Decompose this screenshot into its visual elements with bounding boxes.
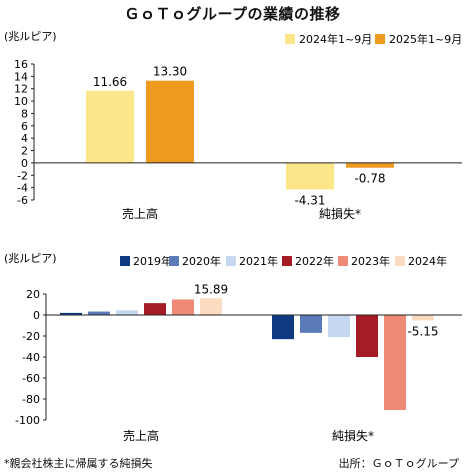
y-tick-label: 0 [21, 157, 28, 170]
legend-label: 2025年1~9月 [389, 32, 462, 46]
footnote: *親会社株主に帰属する純損失 [4, 457, 153, 470]
y-tick-label: 4 [21, 132, 28, 145]
legend-label: 2023年 [351, 254, 390, 268]
legend-swatch [120, 256, 130, 266]
category-label: 純損失* [332, 428, 374, 443]
bar [272, 315, 294, 340]
category-label: 純損失* [319, 206, 361, 221]
chart-title: ＧｏＴｏグループの業績の推移 [124, 5, 341, 23]
data-label: -4.31 [294, 194, 325, 208]
y-tick-label: -2 [17, 169, 28, 182]
bar [328, 315, 350, 338]
bar [86, 90, 134, 163]
legend-swatch [395, 256, 405, 266]
y-tick-label: 14 [14, 70, 28, 83]
legend-swatch [338, 256, 348, 266]
y-tick-label: 2 [21, 145, 28, 158]
y-tick-label: -40 [22, 351, 40, 364]
bar [172, 299, 194, 315]
legend-swatch [282, 256, 292, 266]
y-tick-label: 12 [14, 83, 28, 96]
category-label: 売上高 [122, 206, 158, 221]
y-tick-label: -6 [17, 194, 28, 207]
legend-label: 2020年 [182, 254, 221, 268]
chart-2: (兆ルピア) 20 0 -20 -40 -60 -80 -100 2019年 2020年 2021年… [4, 252, 462, 443]
bar [146, 80, 194, 163]
y-tick-label: 8 [21, 107, 28, 120]
legend-swatch [285, 34, 295, 44]
legend-swatch [169, 256, 179, 266]
legend-label: 2019年 [133, 254, 172, 268]
y-tick-label: 20 [26, 288, 40, 301]
y-tick-label: 0 [33, 309, 40, 322]
bar [88, 311, 110, 315]
y-tick-label: 6 [21, 120, 28, 133]
y-axis-unit: (兆ルピア) [4, 30, 57, 43]
data-label: 13.30 [153, 65, 187, 79]
data-label: -0.78 [354, 172, 385, 186]
y-axis-unit: (兆ルピア) [4, 252, 57, 265]
legend-swatch [226, 256, 236, 266]
bar [346, 162, 394, 168]
y-tick-label: -80 [22, 393, 40, 406]
legend-label: 2022年 [295, 254, 334, 268]
legend-swatch [375, 34, 385, 44]
bar [116, 310, 138, 315]
bar [60, 312, 82, 315]
legend-label: 2024年 [408, 254, 447, 268]
data-label: -5.15 [407, 324, 438, 338]
bar [300, 315, 322, 333]
bar [412, 315, 434, 321]
y-tick-label: -20 [22, 330, 40, 343]
legend-label: 2024年1~9月 [299, 32, 372, 46]
y-tick-label: -60 [22, 372, 40, 385]
bar [286, 162, 334, 190]
source-note: 出所：ＧｏＴｏグループ [338, 457, 459, 470]
bar [356, 315, 378, 357]
data-label: 15.89 [194, 282, 228, 296]
bar [144, 303, 166, 315]
legend-label: 2021年 [239, 254, 278, 268]
y-tick-label: 16 [14, 58, 28, 71]
data-label: 11.66 [93, 75, 127, 89]
category-label: 売上高 [123, 428, 159, 443]
bar [384, 315, 406, 411]
y-tick-label: 10 [14, 95, 28, 108]
bar [200, 298, 222, 315]
y-tick-label: -4 [17, 182, 28, 195]
y-tick-label: -100 [15, 414, 40, 427]
